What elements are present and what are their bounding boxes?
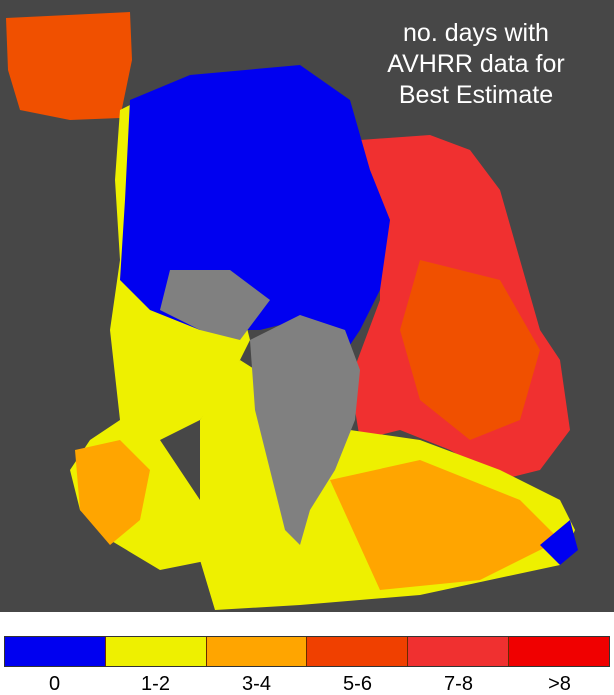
title-line: no. days with [403, 19, 549, 47]
legend-label: 5-6 [343, 673, 372, 695]
region-blue-atlantic [540, 520, 578, 565]
title-line: AVHRR data for [387, 50, 565, 78]
legend-swatch [509, 637, 609, 666]
title-line: Best Estimate [398, 81, 554, 109]
legend-labels: 0 1-2 3-4 5-6 7-8 >8 [4, 673, 610, 695]
region-atlantic-orange [330, 460, 560, 590]
arctic-map [0, 0, 614, 612]
map-title: no. days with AVHRR data for Best Estima… [376, 18, 576, 111]
region-eurasia-orange [400, 260, 540, 440]
legend-label: 0 [48, 673, 61, 695]
legend-label: 3-4 [242, 673, 271, 695]
legend-swatch [206, 637, 308, 666]
region-alaska-orange [75, 440, 150, 545]
region-top-left-inset [6, 12, 132, 120]
region-canadian-islands-land [160, 270, 270, 340]
legend-label: 7-8 [444, 673, 473, 695]
legend-label: 1-2 [141, 673, 170, 695]
legend-swatch [307, 637, 409, 666]
legend-swatch [5, 637, 106, 666]
legend-swatch [408, 637, 510, 666]
legend-swatch [105, 637, 207, 666]
region-greenland-land [250, 315, 360, 545]
color-legend [4, 636, 610, 667]
legend-label: >8 [548, 673, 571, 695]
